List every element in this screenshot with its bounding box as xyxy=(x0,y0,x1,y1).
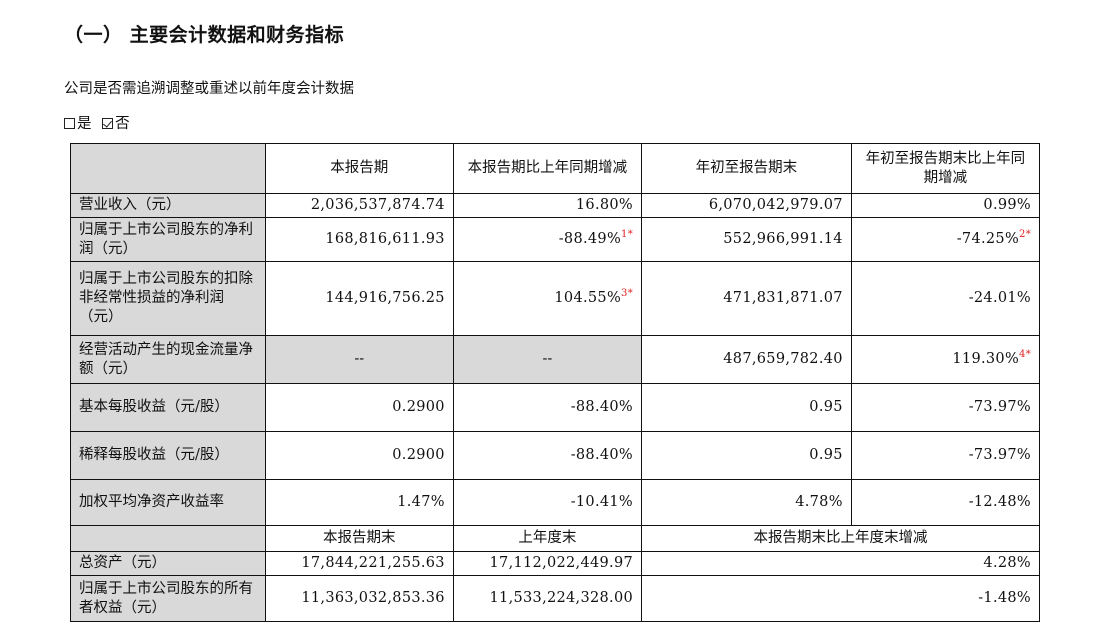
cell-value: 0.2900 xyxy=(264,383,454,432)
cell-value: -1.48% xyxy=(641,575,1040,622)
row-label: 稀释每股收益（元/股） xyxy=(70,431,266,480)
cell-value: 552,966,991.14 xyxy=(641,217,852,262)
cell-value: -24.01% xyxy=(850,261,1041,336)
cell-value: -74.25%2* xyxy=(850,217,1041,262)
header-prior-year-end: 上年度末 xyxy=(452,525,643,552)
header-current-period-change: 本报告期比上年同期增减 xyxy=(452,143,643,194)
header-current-period: 本报告期 xyxy=(264,143,454,194)
table-row: 营业收入（元） 2,036,537,874.74 16.80% 6,070,04… xyxy=(70,193,1041,218)
table-row: 归属于上市公司股东的所有者权益（元） 11,363,032,853.36 11,… xyxy=(70,575,1040,622)
table-row: 归属于上市公司股东的净利润（元） 168,816,611.93 -88.49%1… xyxy=(70,217,1041,262)
row-label: 归属于上市公司股东的所有者权益（元） xyxy=(70,575,266,622)
cell-value: -73.97% xyxy=(850,383,1041,432)
cell-value: 17,112,022,449.97 xyxy=(452,551,643,576)
cell-value: 104.55%3* xyxy=(452,261,643,336)
footnote-marker: 2* xyxy=(1019,229,1031,240)
cell-value: 168,816,611.93 xyxy=(264,217,454,262)
cell-value: -88.49%1* xyxy=(452,217,643,262)
cell-value: 0.95 xyxy=(641,383,852,432)
cell-value: 0.99% xyxy=(850,193,1041,218)
cell-value: -88.40% xyxy=(452,431,643,480)
cell-value: 119.30%4* xyxy=(850,335,1041,384)
cell-value: 1.47% xyxy=(264,479,454,526)
header-blank-cell xyxy=(70,143,266,194)
cell-value: -10.41% xyxy=(452,479,643,526)
cell-value: -73.97% xyxy=(850,431,1041,480)
row-label: 总资产（元） xyxy=(70,551,266,576)
cell-value-text: 119.30% xyxy=(952,351,1020,367)
cell-value: 11,533,224,328.00 xyxy=(452,575,643,622)
subheader-blank-cell xyxy=(70,525,266,552)
footnote-marker: 1* xyxy=(621,229,633,240)
table-row: 经营活动产生的现金流量净额（元） -- -- 487,659,782.40 11… xyxy=(70,335,1041,384)
footnote-marker: 4* xyxy=(1019,349,1031,360)
cell-value: 471,831,871.07 xyxy=(641,261,852,336)
cell-value: 0.95 xyxy=(641,431,852,480)
cell-value: 4.28% xyxy=(641,551,1040,576)
row-label: 归属于上市公司股东的净利润（元） xyxy=(70,217,266,262)
cell-value: -88.40% xyxy=(452,383,643,432)
option-yes-label: 是 xyxy=(77,116,92,132)
cell-value: 487,659,782.40 xyxy=(641,335,852,384)
table-row: 总资产（元） 17,844,221,255.63 17,112,022,449.… xyxy=(70,551,1040,576)
restatement-question: 公司是否需追溯调整或重述以前年度会计数据 xyxy=(64,81,354,97)
cell-value: 6,070,042,979.07 xyxy=(641,193,852,218)
cell-value: 11,363,032,853.36 xyxy=(264,575,454,622)
header-ytd-change: 年初至报告期末比上年同期增减 xyxy=(850,143,1041,194)
header-period-end-change: 本报告期末比上年度末增减 xyxy=(641,525,1040,552)
restatement-options: 是 否 xyxy=(64,112,136,133)
row-label: 基本每股收益（元/股） xyxy=(70,383,266,432)
cell-value-text: -88.49% xyxy=(558,231,622,247)
cell-value-text: -74.25% xyxy=(956,231,1020,247)
cell-value: 2,036,537,874.74 xyxy=(264,193,454,218)
table-row: 基本每股收益（元/股） 0.2900 -88.40% 0.95 -73.97% xyxy=(70,383,1041,432)
cell-value-text: 104.55% xyxy=(554,290,622,306)
table-row: 归属于上市公司股东的扣除非经常性损益的净利润（元） 144,916,756.25… xyxy=(70,261,1041,336)
row-label: 归属于上市公司股东的扣除非经常性损益的净利润（元） xyxy=(70,261,266,336)
header-ytd: 年初至报告期末 xyxy=(641,143,852,194)
row-label: 营业收入（元） xyxy=(70,193,266,218)
footnote-marker: 3* xyxy=(621,288,633,299)
table-row: 稀释每股收益（元/股） 0.2900 -88.40% 0.95 -73.97% xyxy=(70,431,1041,480)
cell-value: 144,916,756.25 xyxy=(264,261,454,336)
section-heading: （一） 主要会计数据和财务指标 xyxy=(64,24,345,46)
cell-value: 4.78% xyxy=(641,479,852,526)
table-header-row: 本报告期 本报告期比上年同期增减 年初至报告期末 年初至报告期末比上年同期增减 xyxy=(70,143,1041,194)
cell-value: -- xyxy=(264,335,454,384)
financial-data-table: 本报告期 本报告期比上年同期增减 年初至报告期末 年初至报告期末比上年同期增减 … xyxy=(70,143,1041,622)
row-label: 加权平均净资产收益率 xyxy=(70,479,266,526)
option-no[interactable]: 否 xyxy=(102,116,130,132)
cell-value: -- xyxy=(452,335,643,384)
cell-value: 17,844,221,255.63 xyxy=(264,551,454,576)
cell-value: 16.80% xyxy=(452,193,643,218)
checkbox-checked-icon[interactable] xyxy=(102,118,114,129)
option-no-label: 否 xyxy=(115,116,130,132)
checkbox-unchecked-icon[interactable] xyxy=(64,118,75,129)
header-period-end: 本报告期末 xyxy=(264,525,454,552)
row-label: 经营活动产生的现金流量净额（元） xyxy=(70,335,266,384)
option-yes[interactable]: 是 xyxy=(64,116,92,132)
table-subheader-row: 本报告期末 上年度末 本报告期末比上年度末增减 xyxy=(70,525,1040,552)
cell-value: -12.48% xyxy=(850,479,1041,526)
cell-value: 0.2900 xyxy=(264,431,454,480)
table-row: 加权平均净资产收益率 1.47% -10.41% 4.78% -12.48% xyxy=(70,479,1041,526)
